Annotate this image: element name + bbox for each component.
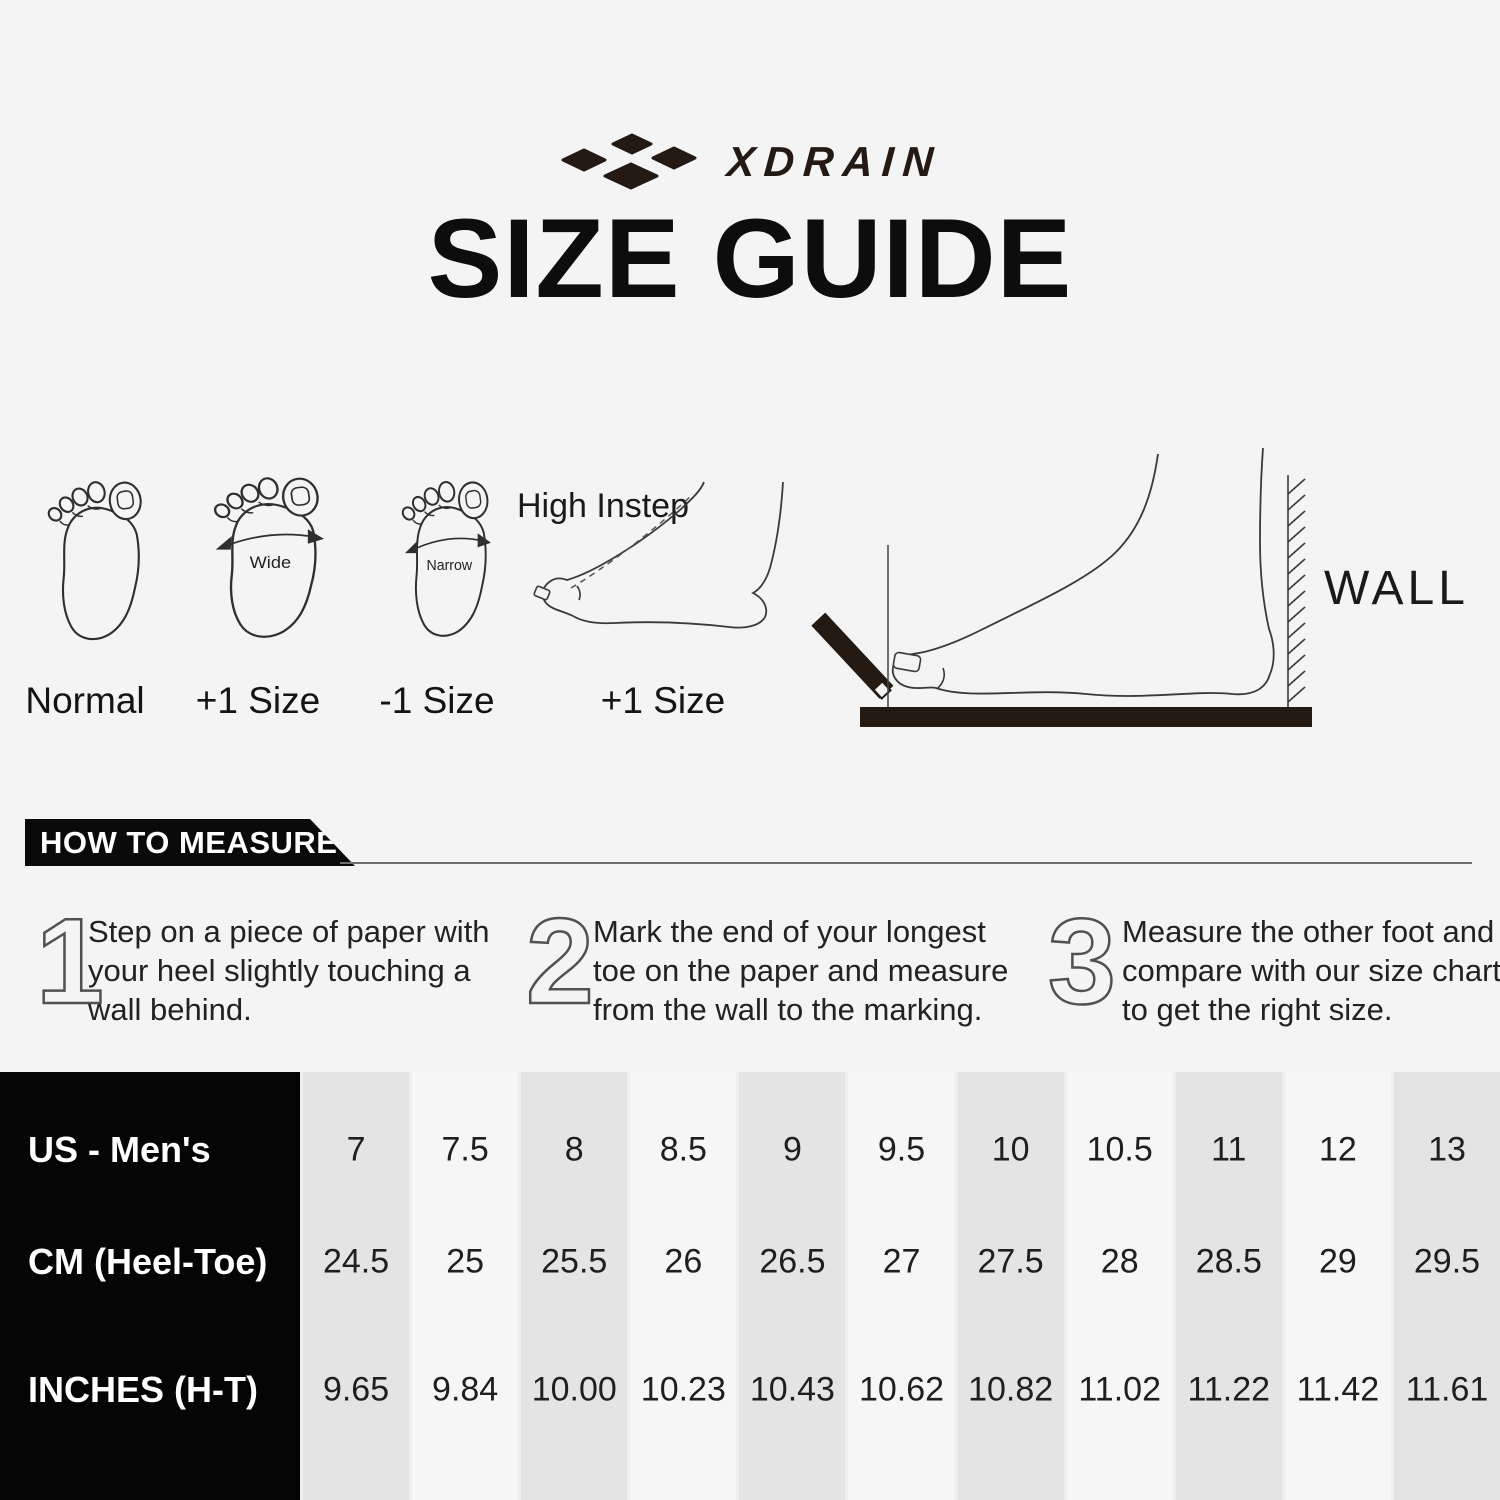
step-1-number: 1 bbox=[35, 893, 105, 1029]
caption-wide: +1 Size bbox=[195, 680, 321, 721]
wide-arrow bbox=[215, 529, 324, 550]
pencil-icon bbox=[811, 612, 894, 700]
foot-sole-narrow-illustration: Narrow bbox=[399, 479, 491, 637]
inches-value: 11.22 bbox=[1187, 1370, 1271, 1409]
us-size-value: 7 bbox=[346, 1130, 366, 1169]
paper-strip bbox=[860, 707, 1312, 727]
inches-value: 11.02 bbox=[1078, 1370, 1161, 1409]
us-size-value: 13 bbox=[1428, 1130, 1466, 1169]
size-chart-row-headers: US - Men's CM (Heel-Toe) INCHES (H-T) bbox=[0, 1072, 300, 1500]
cm-value: 28 bbox=[1100, 1242, 1139, 1281]
us-size-value: 12 bbox=[1318, 1130, 1357, 1169]
cm-value: 27 bbox=[882, 1242, 921, 1281]
brand-diamonds-icon bbox=[561, 133, 697, 190]
us-size-value: 8 bbox=[564, 1130, 584, 1169]
size-column: 10 27.5 10.82 bbox=[957, 1072, 1064, 1500]
cm-value: 25.5 bbox=[541, 1242, 608, 1281]
wide-annotation: Wide bbox=[250, 553, 291, 572]
caption-normal: Normal bbox=[25, 680, 145, 721]
size-column: 12 29 11.42 bbox=[1284, 1072, 1391, 1500]
inches-value: 10.62 bbox=[858, 1370, 945, 1409]
row-header-us-mens: US - Men's bbox=[28, 1129, 211, 1170]
foot-profile bbox=[891, 447, 1275, 697]
brand-name: XDRAIN bbox=[725, 138, 945, 185]
how-to-measure-banner: HOW TO MEASURE bbox=[25, 819, 355, 866]
cm-value: 28.5 bbox=[1195, 1242, 1262, 1281]
step-3-text: Measure the other foot and compare with … bbox=[1122, 914, 1500, 1027]
step-2-text: Mark the end of your longest toe on the … bbox=[593, 914, 1009, 1027]
inches-value: 10.00 bbox=[531, 1370, 617, 1409]
wall-label: WALL bbox=[1324, 562, 1469, 615]
inches-value: 10.43 bbox=[749, 1370, 835, 1409]
page-title: SIZE GUIDE bbox=[427, 196, 1073, 321]
cm-value: 29.5 bbox=[1413, 1242, 1481, 1281]
narrow-annotation: Narrow bbox=[426, 558, 472, 574]
high-instep-foot-illustration bbox=[533, 481, 784, 629]
cm-value: 26 bbox=[664, 1242, 703, 1281]
size-column: 7.5 25 9.84 bbox=[412, 1072, 519, 1500]
wall-measuring-illustration bbox=[811, 447, 1312, 727]
size-column: 7 24.5 9.65 bbox=[303, 1072, 410, 1500]
high-instep-annotation: High Instep bbox=[517, 487, 689, 525]
inches-value: 10.82 bbox=[968, 1370, 1054, 1409]
banner-title: HOW TO MEASURE bbox=[40, 824, 338, 860]
caption-instep: +1 Size bbox=[600, 680, 726, 721]
size-column: 9.5 27 10.62 bbox=[848, 1072, 955, 1500]
inches-value: 9.84 bbox=[432, 1370, 499, 1409]
row-header-cm: CM (Heel-Toe) bbox=[28, 1241, 268, 1282]
us-size-value: 10.5 bbox=[1086, 1130, 1153, 1169]
us-size-value: 9 bbox=[782, 1130, 802, 1169]
size-column: 9 26.5 10.43 bbox=[739, 1072, 846, 1500]
cm-value: 27.5 bbox=[977, 1242, 1044, 1281]
us-size-value: 9.5 bbox=[877, 1130, 926, 1169]
size-column: 13 29.5 11.61 bbox=[1393, 1072, 1500, 1500]
brand-logo: XDRAIN bbox=[0, 126, 1500, 198]
banner-rule-line bbox=[340, 862, 1472, 864]
cm-value: 24.5 bbox=[322, 1242, 390, 1281]
us-size-value: 10 bbox=[991, 1130, 1030, 1169]
size-column: 8 25.5 10.00 bbox=[521, 1072, 628, 1500]
cm-value: 26.5 bbox=[759, 1242, 826, 1281]
cm-value: 25 bbox=[446, 1242, 485, 1281]
size-column: 10.5 28 11.02 bbox=[1066, 1072, 1173, 1500]
wall-hatching bbox=[1287, 475, 1306, 707]
narrow-arrow bbox=[405, 533, 491, 554]
foot-sole-wide-illustration: Wide bbox=[211, 475, 324, 638]
size-column: 8.5 26 10.23 bbox=[630, 1072, 737, 1500]
step-2-number: 2 bbox=[525, 893, 595, 1029]
us-size-value: 8.5 bbox=[659, 1130, 707, 1169]
inches-value: 9.65 bbox=[322, 1370, 390, 1409]
size-chart-table: US - Men's CM (Heel-Toe) INCHES (H-T) 7 … bbox=[0, 1072, 1500, 1500]
us-size-value: 11 bbox=[1211, 1130, 1247, 1169]
step-3-number: 3 bbox=[1047, 893, 1117, 1029]
foot-sole-normal-illustration bbox=[47, 481, 142, 641]
us-size-value: 7.5 bbox=[441, 1130, 489, 1169]
row-header-inches: INCHES (H-T) bbox=[28, 1369, 258, 1410]
cm-value: 29 bbox=[1318, 1242, 1357, 1281]
inches-value: 11.42 bbox=[1296, 1370, 1380, 1409]
size-column: 11 28.5 11.22 bbox=[1175, 1072, 1282, 1500]
step-1-text: Step on a piece of paper with your heel … bbox=[88, 914, 490, 1027]
caption-narrow: -1 Size bbox=[379, 680, 495, 721]
inches-value: 11.61 bbox=[1405, 1370, 1489, 1409]
inches-value: 10.23 bbox=[640, 1370, 726, 1409]
